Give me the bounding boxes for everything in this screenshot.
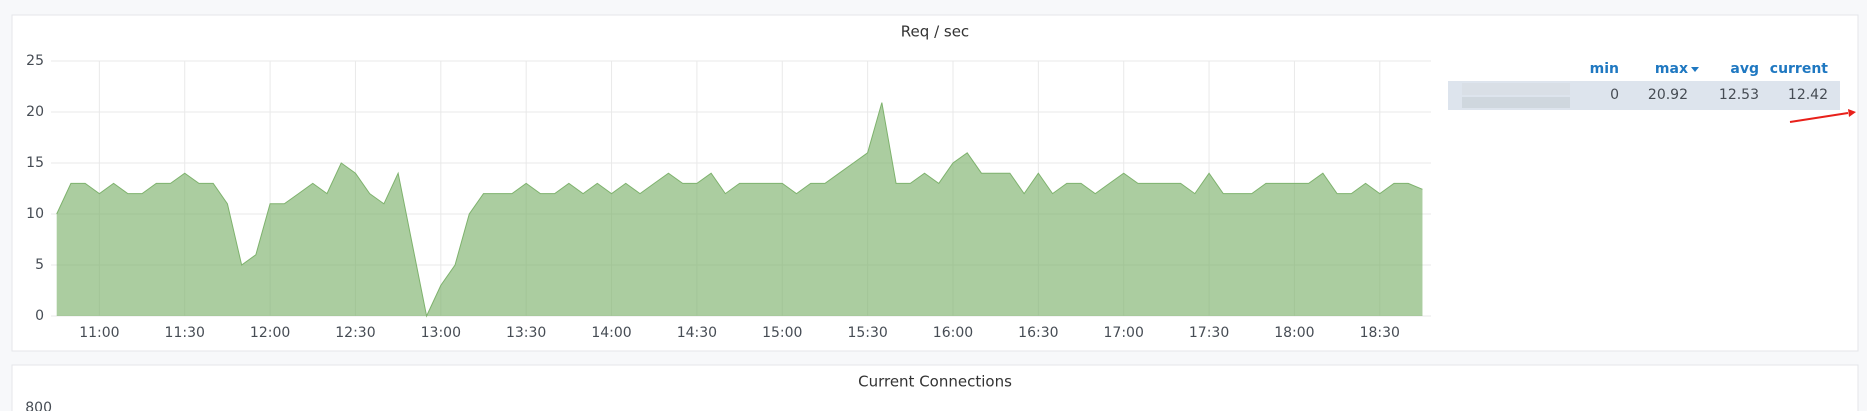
x-tick-label: 13:00	[421, 325, 461, 341]
x-tick-label: 15:00	[762, 325, 802, 341]
x-tick-label: 12:30	[335, 325, 375, 341]
y-tick-label: 25	[26, 53, 44, 69]
legend-value: 0	[1610, 87, 1619, 103]
x-tick-label: 18:00	[1274, 325, 1314, 341]
legend-header: min	[1590, 61, 1619, 77]
legend-header: avg	[1730, 61, 1759, 77]
y-tick-label: 15	[26, 155, 44, 171]
area	[56, 102, 1423, 316]
x-tick-label: 17:30	[1189, 325, 1229, 341]
x-tick-label: 14:00	[591, 325, 631, 341]
y-tick-label: 10	[26, 206, 44, 222]
y-tick-label: 5	[35, 257, 44, 273]
legend-value: 20.92	[1648, 87, 1688, 103]
panel	[11, 364, 1859, 411]
y-tick-label: 800	[25, 400, 52, 411]
x-tick-label: 15:30	[847, 325, 887, 341]
x-tick-label: 13:30	[506, 325, 546, 341]
x-tick-label: 16:00	[933, 325, 973, 341]
sort-caret	[1691, 67, 1699, 72]
x-tick-label: 18:30	[1360, 325, 1400, 341]
x-tick-label: 14:30	[677, 325, 717, 341]
panel-title: Req / sec	[901, 23, 969, 41]
blurred-name	[1462, 97, 1570, 108]
legend-header: max	[1655, 61, 1688, 77]
legend-value: 12.42	[1788, 87, 1828, 103]
blurred-name	[1462, 83, 1570, 95]
annotation-arrow	[1789, 112, 1849, 123]
x-tick-label: 16:30	[1018, 325, 1058, 341]
legend-value: 12.53	[1719, 87, 1759, 103]
x-tick-label: 11:00	[79, 325, 119, 341]
area-line	[56, 102, 1423, 318]
y-tick-label: 0	[35, 308, 44, 324]
x-tick-label: 11:30	[165, 325, 205, 341]
legend-header: current	[1770, 61, 1829, 77]
panel-title: Current Connections	[858, 373, 1012, 391]
y-tick-label: 20	[26, 104, 44, 120]
x-tick-label: 12:00	[250, 325, 290, 341]
annotation-arrow-head	[1848, 109, 1856, 117]
x-tick-label: 17:00	[1104, 325, 1144, 341]
